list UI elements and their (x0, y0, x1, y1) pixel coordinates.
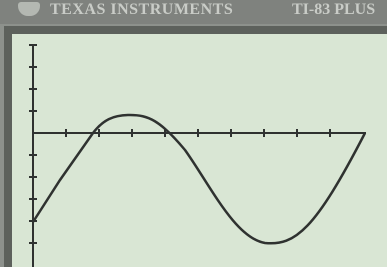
lcd (12, 34, 387, 267)
calculator-photo: TEXAS INSTRUMENTS TI-83 PLUS (0, 0, 387, 267)
screen (0, 0, 387, 267)
